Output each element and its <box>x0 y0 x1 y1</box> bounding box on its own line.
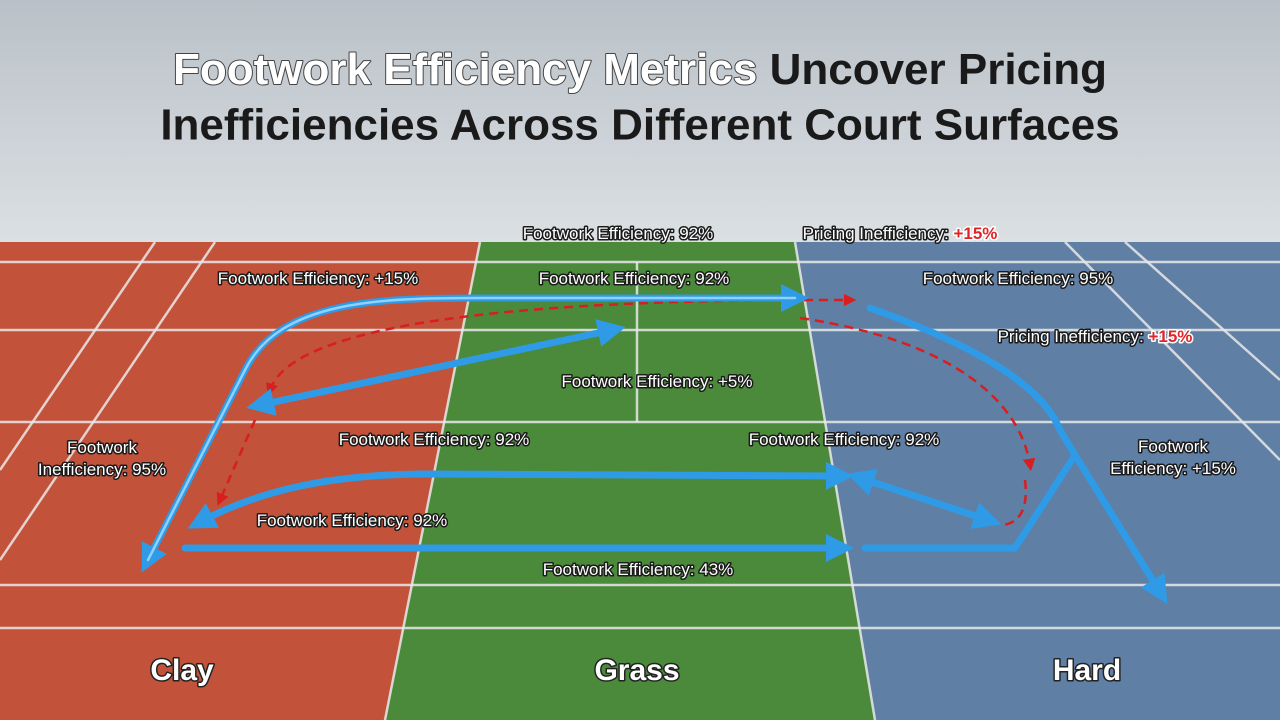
annotation: Pricing Inefficiency: +15% <box>803 224 998 243</box>
annotation: Footwork Efficiency: 95% <box>923 269 1114 288</box>
annotation-text: Efficiency: +15% <box>1110 459 1236 478</box>
annotation-text: Footwork Efficiency: 95% <box>923 269 1114 288</box>
surface-label: Hard <box>1053 654 1121 687</box>
surface-label: Clay <box>150 654 214 687</box>
labels: Footwork Efficiency: 92% Pricing Ineffici… <box>36 223 1237 581</box>
arrows <box>141 284 1168 604</box>
blue-arrow <box>866 304 1168 604</box>
annotation-text: Footwork Efficiency: 43% <box>543 560 734 579</box>
annotation: Inefficiency: 95% <box>38 460 166 479</box>
annotation: Footwork <box>67 438 137 457</box>
court-line <box>1124 241 1280 381</box>
court-line <box>0 241 157 471</box>
annotation-text: Footwork Efficiency: 92% <box>257 511 448 530</box>
annotation-highlight: +15% <box>953 224 997 243</box>
blue-arrow <box>246 319 626 416</box>
annotation: Footwork Efficiency: 43% <box>543 560 734 579</box>
annotation-text: Pricing Inefficiency: <box>998 327 1144 346</box>
surfaces: Clay Grass Hard <box>149 652 1123 688</box>
annotation: Footwork Efficiency: 92% <box>523 224 714 243</box>
annotation: Footwork Efficiency: 92% <box>339 430 530 449</box>
annotation: Footwork Efficiency: 92% <box>257 511 448 530</box>
title-rest-1: Uncover Pricing <box>757 45 1107 94</box>
blue-arrow <box>861 451 1079 552</box>
title: Footwork Efficiency Metrics Uncover Pric… <box>173 45 1107 94</box>
annotation: Footwork <box>1138 437 1208 456</box>
annotation: Footwork Efficiency: +5% <box>561 372 752 391</box>
blue-arrow <box>187 461 854 529</box>
annotation-text: Footwork <box>1138 437 1208 456</box>
annotation-text: Footwork Efficiency: 92% <box>749 430 940 449</box>
annotation-text: Footwork Efficiency: +5% <box>561 372 752 391</box>
title-line-2: Inefficiencies Across Different Court Su… <box>160 101 1119 150</box>
annotation-text: Footwork Efficiency: 92% <box>539 269 730 288</box>
annotation-text: Inefficiency: 95% <box>38 460 166 479</box>
annotation: Footwork Efficiency: +15% <box>218 269 418 288</box>
surface-label: Grass <box>594 654 679 687</box>
annotation-text: Footwork Efficiency: +15% <box>218 269 418 288</box>
blue-arrow <box>846 469 1002 529</box>
annotation: Pricing Inefficiency: +15% <box>998 327 1193 346</box>
annotation: Efficiency: +15% <box>1110 459 1236 478</box>
annotation: Footwork Efficiency: 92% <box>749 430 940 449</box>
annotation-text: Pricing Inefficiency: <box>803 224 949 243</box>
annotation-text: Footwork <box>67 438 137 457</box>
annotation-text: Footwork Efficiency: 92% <box>339 430 530 449</box>
annotation-text: Footwork Efficiency: 92% <box>523 224 714 243</box>
annotation-highlight: +15% <box>1148 327 1192 346</box>
title-highlight: Footwork Efficiency Metrics <box>173 45 757 94</box>
court-line <box>1064 241 1280 461</box>
annotation: Footwork Efficiency: 92% <box>539 269 730 288</box>
